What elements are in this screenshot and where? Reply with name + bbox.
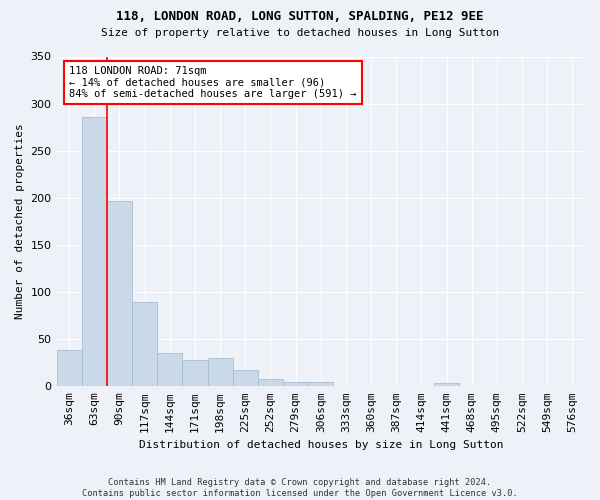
Text: Size of property relative to detached houses in Long Sutton: Size of property relative to detached ho…: [101, 28, 499, 38]
Bar: [434, 384, 459, 386]
X-axis label: Distribution of detached houses by size in Long Sutton: Distribution of detached houses by size …: [139, 440, 503, 450]
Text: 118, LONDON ROAD, LONG SUTTON, SPALDING, PE12 9EE: 118, LONDON ROAD, LONG SUTTON, SPALDING,…: [116, 10, 484, 23]
Text: 118 LONDON ROAD: 71sqm
← 14% of detached houses are smaller (96)
84% of semi-det: 118 LONDON ROAD: 71sqm ← 14% of detached…: [69, 66, 356, 99]
Bar: [157, 354, 182, 386]
Bar: [107, 200, 132, 386]
Bar: [132, 302, 157, 386]
Bar: [258, 379, 283, 386]
Bar: [56, 350, 82, 387]
Bar: [208, 358, 233, 386]
Bar: [308, 382, 334, 386]
Bar: [182, 360, 208, 386]
Bar: [82, 117, 107, 386]
Bar: [283, 382, 308, 386]
Y-axis label: Number of detached properties: Number of detached properties: [15, 124, 25, 320]
Text: Contains HM Land Registry data © Crown copyright and database right 2024.
Contai: Contains HM Land Registry data © Crown c…: [82, 478, 518, 498]
Bar: [233, 370, 258, 386]
